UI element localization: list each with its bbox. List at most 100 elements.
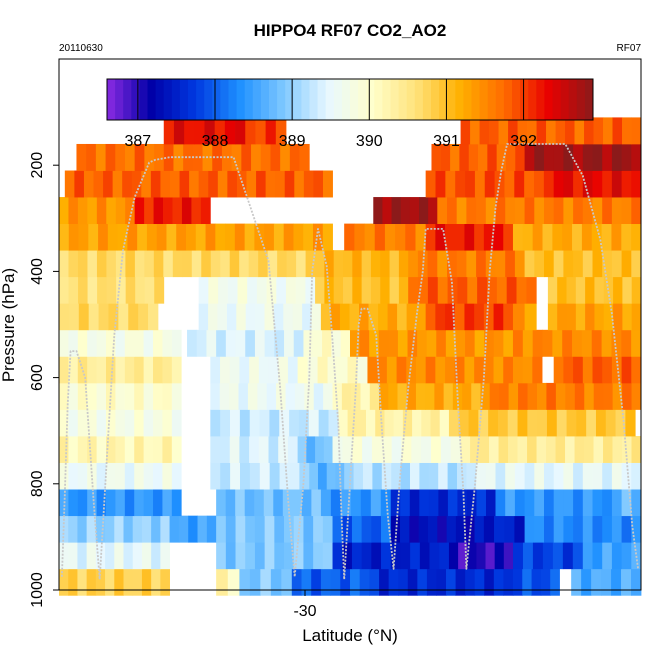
heatmap-cell: [124, 462, 135, 490]
heatmap-cell: [493, 356, 504, 384]
heatmap-cell: [544, 489, 555, 517]
heatmap-cell: [593, 382, 604, 410]
heatmap-cell: [96, 356, 107, 384]
heatmap-cell: [476, 462, 487, 490]
heatmap-cell: [447, 489, 458, 517]
heatmap-cell: [379, 568, 390, 596]
heatmap-cell: [388, 329, 399, 357]
heatmap-cell: [323, 382, 333, 410]
heatmap-cell: [631, 568, 642, 596]
heatmap-cell: [317, 462, 328, 490]
heatmap-cell: [524, 489, 535, 517]
heatmap-cell: [489, 117, 499, 145]
heatmap-cell: [227, 170, 238, 198]
heatmap-cell: [210, 436, 221, 463]
heatmap-cell: [141, 568, 152, 596]
heatmap-cell: [503, 329, 514, 357]
heatmap-cell: [277, 250, 288, 278]
heatmap-cell: [218, 276, 229, 304]
heatmap-cell: [106, 276, 117, 304]
heatmap-cell: [612, 117, 623, 145]
heatmap-cell: [571, 568, 582, 596]
date-label: 20110630: [59, 43, 103, 54]
colorbar-segment: [285, 79, 294, 120]
heatmap-cell: [503, 303, 514, 331]
heatmap-cell: [479, 117, 490, 145]
heatmap-cell: [226, 303, 237, 331]
heatmap-cell: [621, 329, 632, 357]
heatmap-cell: [153, 382, 163, 410]
heatmap-cell: [151, 568, 161, 596]
heatmap-cell: [68, 542, 78, 570]
heatmap-cell: [575, 276, 586, 304]
colorbar-segment: [398, 79, 408, 120]
heatmap-cell: [106, 436, 116, 463]
heatmap-cell: [455, 329, 466, 357]
heatmap-cell: [467, 276, 478, 304]
heatmap-cell: [594, 303, 605, 331]
heatmap-cell: [59, 303, 70, 331]
plot-frame: [58, 58, 642, 591]
heatmap-cell: [143, 382, 154, 410]
heatmap-cell: [106, 250, 117, 278]
heatmap-cell: [245, 515, 256, 543]
heatmap-cell: [160, 568, 170, 596]
colorbar-segment: [536, 79, 545, 120]
heatmap-cell: [256, 170, 267, 198]
heatmap-cell: [415, 356, 427, 384]
heatmap-cell: [289, 409, 300, 437]
heatmap-cell: [173, 117, 185, 145]
heatmap-cell: [68, 356, 79, 384]
heatmap-cell: [322, 515, 333, 543]
heatmap-cell: [485, 250, 496, 278]
heatmap-cell: [514, 462, 525, 490]
heatmap-cell: [458, 409, 469, 437]
heatmap-cell: [553, 489, 564, 517]
heatmap-cell: [371, 436, 383, 463]
heatmap-cell: [534, 515, 545, 543]
heatmap-cell: [124, 409, 135, 437]
heatmap-cell: [172, 197, 183, 225]
heatmap-cell: [524, 143, 535, 171]
heatmap-cell: [289, 462, 300, 490]
heatmap-cell: [464, 223, 475, 251]
heatmap-cell: [344, 462, 354, 490]
heatmap-cell: [283, 223, 294, 251]
heatmap-cell: [332, 542, 343, 570]
heatmap-cell: [434, 382, 444, 410]
heatmap-cell: [297, 436, 307, 463]
heatmap-cell: [220, 462, 231, 490]
heatmap-cell: [124, 356, 135, 384]
heatmap-cell: [342, 436, 353, 463]
heatmap-cell: [542, 542, 554, 570]
heatmap-cell: [622, 382, 632, 410]
heatmap-cell: [398, 568, 409, 596]
heatmap-cell: [184, 117, 195, 145]
heatmap-cell: [591, 568, 602, 596]
colorbar-segment: [487, 79, 497, 120]
heatmap-cell: [206, 515, 217, 543]
heatmap-cell: [359, 568, 370, 596]
heatmap-cell: [160, 170, 171, 198]
heatmap-cell: [602, 356, 613, 384]
colorbar-segment: [244, 79, 254, 120]
heatmap-cell: [296, 250, 306, 278]
heatmap-cell: [547, 303, 558, 331]
heatmap-cell: [611, 515, 622, 543]
heatmap-cell: [466, 462, 477, 490]
heatmap-cell: [593, 117, 604, 145]
colorbar-segment: [455, 79, 464, 120]
heatmap-cell: [527, 409, 538, 437]
heatmap-cell: [315, 250, 325, 278]
y-tick-label: 400: [29, 258, 46, 285]
heatmap-cell: [602, 170, 613, 198]
heatmap-cell: [311, 568, 322, 596]
heatmap-cell: [605, 409, 616, 437]
heatmap-cell: [476, 250, 487, 278]
heatmap-cell: [505, 143, 516, 171]
heatmap-cell: [176, 223, 187, 251]
heatmap-cell: [352, 436, 363, 463]
heatmap-cell: [369, 568, 380, 596]
heatmap-cell: [550, 568, 560, 596]
